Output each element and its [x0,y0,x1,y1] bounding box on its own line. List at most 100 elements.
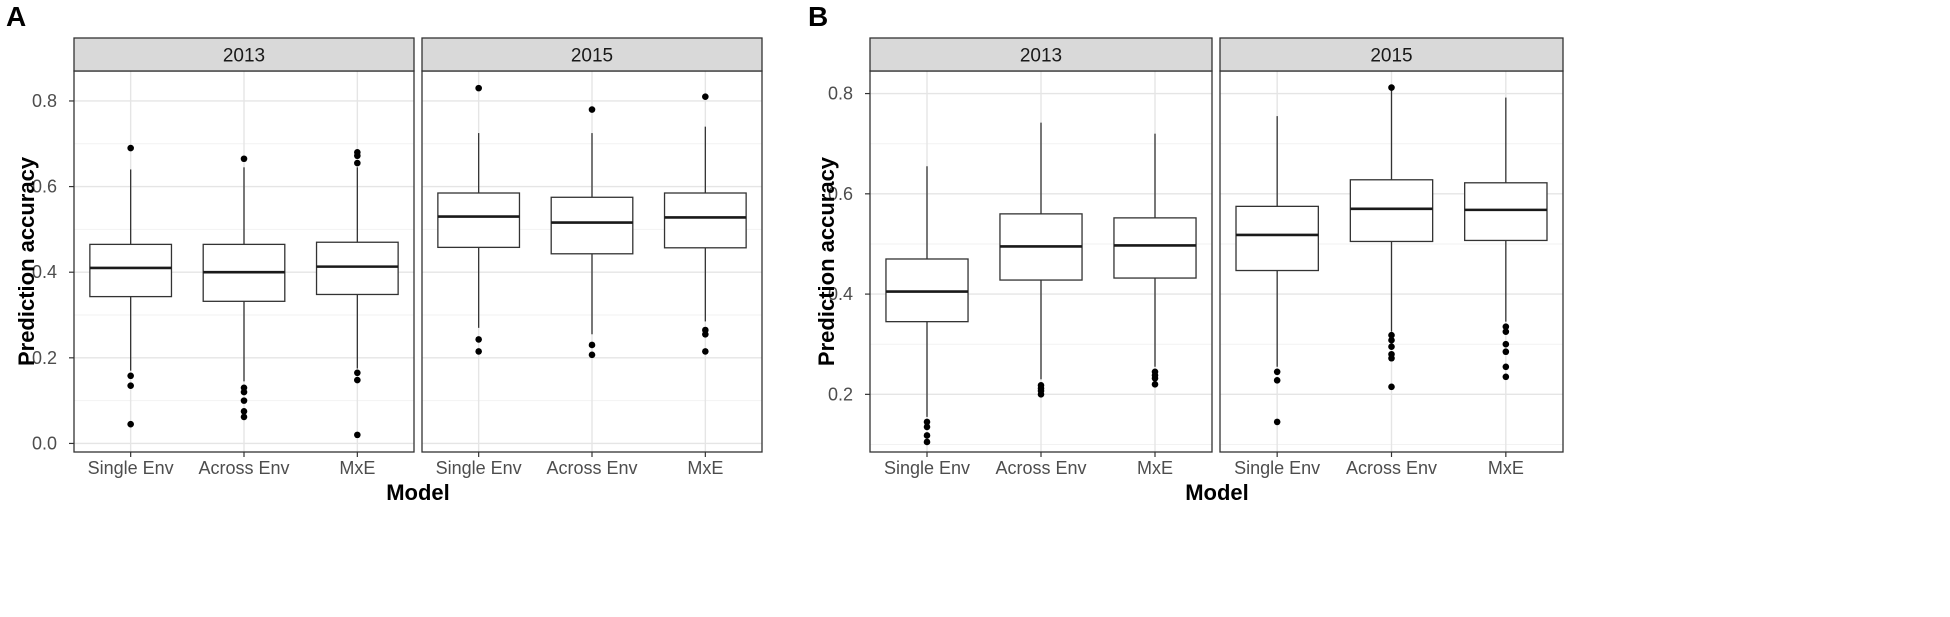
x-tick-label: Across Env [546,458,637,478]
outlier-point [1388,343,1395,351]
facet-panel: 2013 Single Env Across Env MxE [73,37,415,478]
panel-letter: A [6,1,26,32]
y-tick-label: 0.2 [32,348,57,368]
outlier-point [127,420,134,428]
y-axis-title: Prediction accuracy [814,156,839,366]
panel-letter: B [808,1,828,32]
outlier-point [475,348,482,355]
x-tick-label: MxE [1488,458,1524,478]
y-tick-label: 0.8 [828,84,853,104]
y-tick-label: 0.4 [32,262,57,282]
outlier-point [354,431,361,439]
facet-strip-label: 2013 [223,46,265,67]
boxplot-across-env [999,122,1083,398]
outlier-point [702,330,709,338]
outlier-point [475,84,482,92]
chart-b: B 2013 Single Env Across Env MxE 2015 Single E… [808,1,1564,505]
x-tick-label: Across Env [995,458,1086,478]
outlier-point [1502,328,1510,335]
outlier-point [1502,323,1510,330]
outlier-point [1502,348,1510,356]
x-axis-title: Model [386,480,450,505]
outlier-point [240,413,248,421]
x-tick-label: MxE [687,458,723,478]
outlier-point [354,152,361,160]
y-axis-title: Prediction accuracy [14,156,39,366]
boxplot-across-env [1349,84,1434,391]
x-tick-label: Across Env [198,458,289,478]
facet-panel: 2013 Single Env Across Env MxE [869,37,1213,478]
boxplot-mxe [1464,97,1548,381]
facet-strip-label: 2015 [1370,46,1412,67]
boxplot-mxe [1113,133,1197,388]
outlier-point [923,423,931,431]
outlier-point [475,336,482,343]
outlier-point [240,397,248,404]
x-tick-label: Single Env [884,458,970,478]
facet-panel: 2015 Single Env Across Env MxE [421,37,763,478]
outlier-point [240,155,248,163]
outlier-point [1273,418,1281,426]
boxplot-single-env [89,144,173,428]
outlier-point [588,106,596,113]
outlier-point [240,408,248,415]
outlier-point [923,432,931,439]
y-tick-label: 0.6 [32,177,57,197]
box-iqr [1113,217,1197,279]
y-tick-label: 0.8 [32,91,57,111]
x-tick-label: MxE [1137,458,1173,478]
outlier-point [588,341,596,349]
outlier-point [1388,336,1395,344]
x-tick-label: Across Env [1346,458,1437,478]
x-axis-title: Model [1185,480,1249,505]
y-tick-label: 0.2 [828,384,853,404]
outlier-point [354,376,361,384]
outlier-point [702,93,709,100]
outlier-point [1388,84,1395,91]
outlier-point [1388,354,1395,362]
outlier-point [923,438,931,446]
box-iqr [89,243,173,298]
facet-strip [421,37,763,72]
outlier-point [1151,375,1159,382]
facet-panel: 2015 Single Env Across Env MxE [1219,37,1564,478]
outlier-point [127,372,134,380]
outlier-point [1502,340,1510,348]
box-iqr [1464,182,1548,242]
boxplot-mxe [315,149,399,439]
outlier-point [923,418,931,426]
boxplot-single-env [437,84,521,355]
facet-strip-label: 2015 [571,46,613,67]
boxplot-single-env [885,166,969,446]
outlier-point [702,348,709,355]
outlier-point [354,369,361,377]
boxplot-single-env [1235,116,1319,426]
box-iqr [437,192,521,249]
outlier-point [1151,381,1159,388]
box-iqr [315,241,399,296]
facet-strip-label: 2013 [1020,46,1062,67]
y-tick-label: 0.6 [828,184,853,204]
x-tick-label: Single Env [1234,458,1320,478]
outlier-point [1502,373,1510,381]
box-iqr [550,196,634,255]
outlier-point [1273,377,1281,384]
box-iqr [663,192,747,249]
outlier-point [127,382,134,389]
x-tick-label: Single Env [88,458,174,478]
outlier-point [354,159,361,167]
outlier-point [588,351,596,359]
outlier-point [1388,331,1395,339]
boxplot-mxe [663,93,747,355]
boxplot-across-env [202,155,286,421]
x-tick-label: MxE [339,458,375,478]
y-tick-label: 0.0 [32,433,57,453]
x-tick-label: Single Env [436,458,522,478]
outlier-point [1273,368,1281,376]
facet-strip [869,37,1213,72]
boxplot-across-env [550,106,634,359]
outlier-point [1388,383,1395,391]
facet-strip [73,37,415,72]
chart-a: A 2013 Single Env Across Env MxE 2015 Single E… [6,1,763,505]
